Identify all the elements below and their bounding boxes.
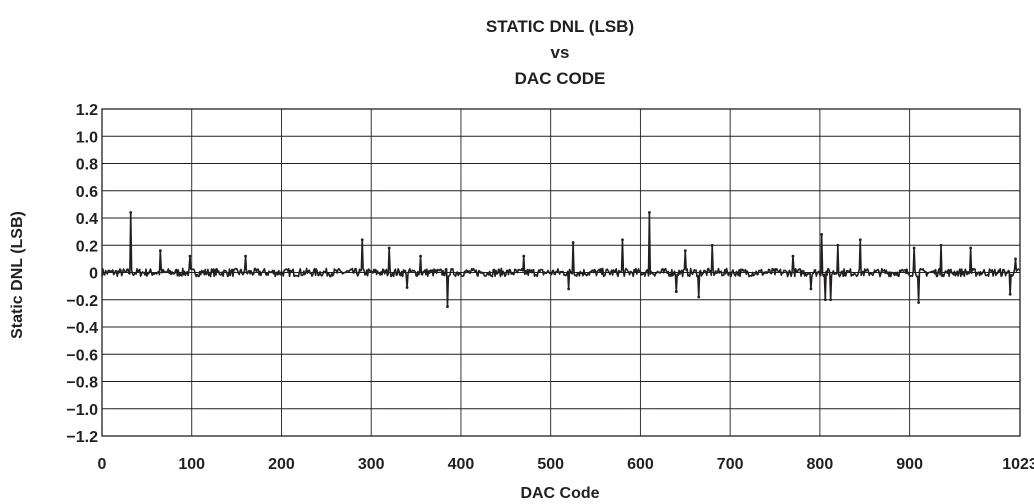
data-point — [939, 243, 943, 247]
data-point — [912, 246, 916, 250]
x-tick-label: 0 — [98, 456, 107, 473]
y-tick-label: −0.4 — [66, 320, 98, 337]
data-point — [917, 301, 920, 304]
data-point — [188, 254, 192, 258]
data-point — [791, 254, 795, 258]
data-point — [858, 238, 862, 242]
x-tick-label: 200 — [268, 456, 295, 473]
y-axis-label: Static DNL (LSB) — [9, 211, 26, 339]
data-point — [522, 254, 526, 258]
data-point — [387, 246, 391, 250]
x-tick-label: 500 — [537, 456, 564, 473]
x-tick-label: 1023 — [1002, 456, 1034, 473]
series-dnl — [101, 211, 1021, 308]
data-point — [647, 211, 651, 214]
data-point — [969, 246, 973, 250]
chart-title-line-3: DAC CODE — [515, 69, 606, 88]
y-tick-label: 0.4 — [76, 211, 98, 228]
data-point — [571, 241, 575, 244]
y-tick-label: 0.2 — [76, 238, 98, 255]
x-tick-label: 400 — [448, 456, 475, 473]
data-point — [621, 238, 624, 242]
y-tick-label: 0 — [89, 266, 98, 283]
y-tick-label: −1.0 — [66, 402, 98, 419]
y-tick-label: −0.2 — [66, 293, 98, 310]
data-point — [1014, 257, 1017, 261]
chart-title-line-1: STATIC DNL (LSB) — [486, 17, 634, 36]
y-axis-ticks: 1.2 1.0 0.8 0.6 0.4 0.2 0 −0.2 −0.4 −0.6 −0.8 −1.0 −… — [66, 102, 98, 446]
y-tick-label: 0.6 — [76, 184, 98, 201]
y-tick-label: 1.2 — [76, 102, 98, 119]
data-point — [244, 254, 247, 258]
x-axis-ticks: 0 100 200 300 400 500 600 700 800 900 1023 — [98, 456, 1034, 473]
x-tick-label: 900 — [896, 456, 923, 473]
y-tick-label: −0.6 — [66, 347, 98, 364]
y-tick-label: 1.0 — [76, 129, 98, 146]
x-axis-label: DAC Code — [520, 485, 599, 502]
y-tick-label: −0.8 — [66, 375, 98, 392]
data-point — [697, 295, 701, 299]
data-point — [419, 254, 422, 258]
data-point — [446, 305, 449, 308]
plot-frame — [101, 108, 1021, 437]
data-point — [836, 243, 840, 247]
data-point — [158, 249, 162, 253]
data-point — [674, 290, 678, 293]
x-tick-label: 600 — [627, 456, 654, 473]
data-point — [820, 232, 824, 236]
data-point — [129, 211, 133, 214]
data-point — [405, 286, 409, 289]
chart-title: STATIC DNL (LSB) vs DAC CODE — [486, 17, 634, 88]
data-point — [683, 249, 687, 253]
x-tick-label: 700 — [717, 456, 744, 473]
data-point — [567, 287, 571, 291]
data-point — [829, 298, 833, 302]
x-tick-label: 800 — [807, 456, 834, 473]
chart-title-line-2: vs — [551, 43, 570, 62]
y-tick-label: −1.2 — [66, 429, 98, 446]
series-line — [101, 211, 1021, 308]
data-point — [823, 298, 827, 302]
data-point — [1008, 292, 1012, 296]
x-tick-label: 300 — [358, 456, 385, 473]
data-point — [809, 287, 813, 291]
x-tick-label: 100 — [178, 456, 205, 473]
y-tick-label: 0.8 — [76, 157, 98, 174]
data-point — [710, 243, 714, 247]
data-point — [360, 238, 364, 242]
